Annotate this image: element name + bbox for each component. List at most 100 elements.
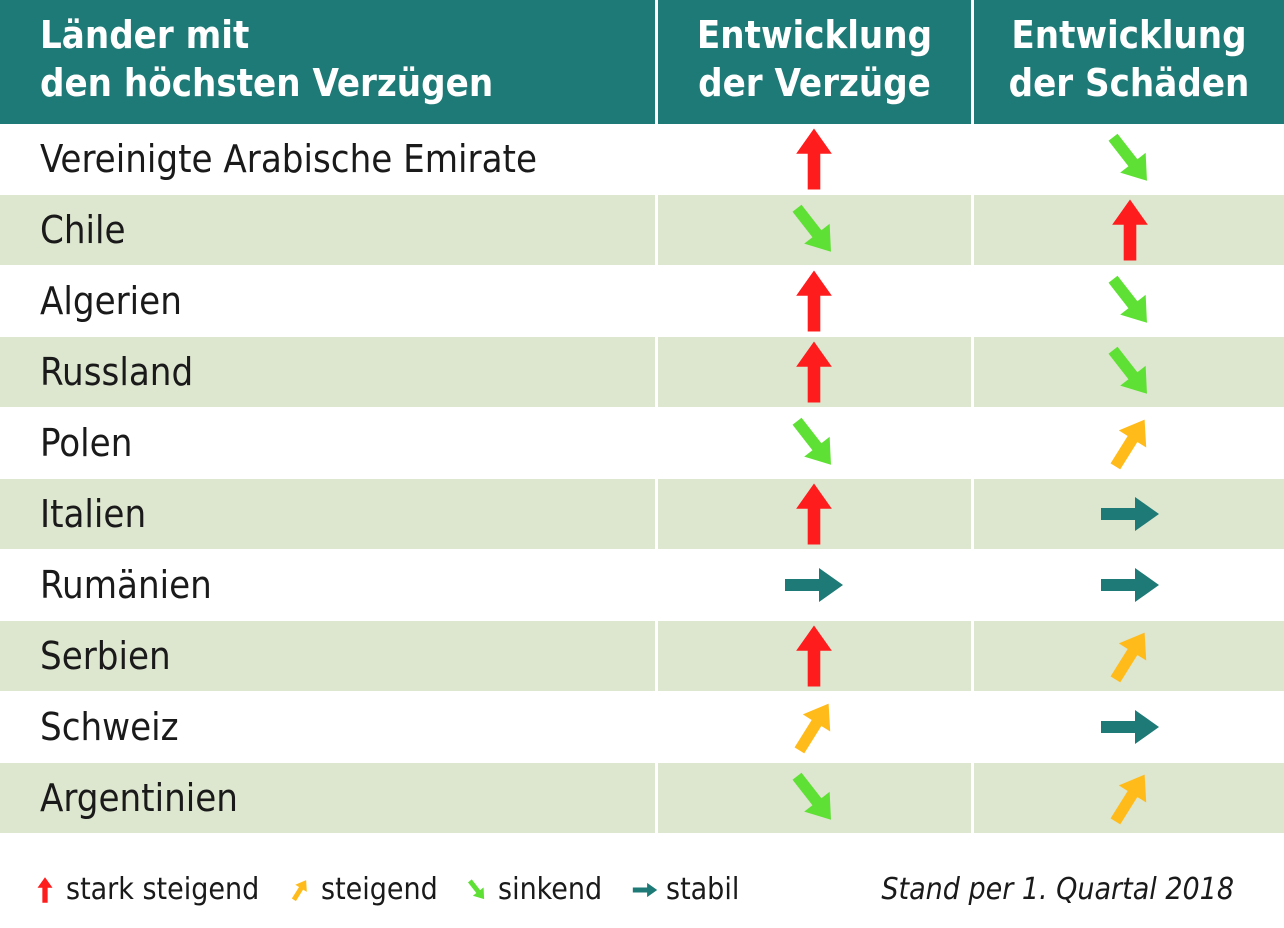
table-row: Chile [0, 195, 1284, 265]
arrow-up-icon [1112, 199, 1148, 261]
arrow-up-right-icon [1110, 774, 1147, 825]
arrow-up-icon [796, 625, 832, 687]
verzuege-cell [658, 479, 971, 549]
arrow-shape [632, 882, 658, 898]
arrow-shape [1110, 774, 1147, 825]
arrow-up-right-icon [1110, 632, 1147, 683]
arrow-right-icon [785, 568, 843, 602]
arrow-shape [1101, 710, 1159, 744]
arrow-shape [1101, 497, 1159, 531]
header-schaeden-line2: der Schäden [1008, 61, 1250, 105]
table-row: Rumänien [0, 550, 1284, 620]
table-row: Vereinigte Arabische Emirate [0, 124, 1284, 194]
legend: stark steigend steigend sinkend stabil Stan… [0, 868, 1284, 912]
arrow-shape [1108, 133, 1147, 181]
header-countries-line1: Länder mit [40, 13, 250, 57]
arrow-down-right-icon [792, 772, 831, 820]
country-cell: Rumänien [0, 550, 655, 620]
arrow-shape [1108, 346, 1147, 394]
schaeden-cell [974, 337, 1284, 407]
arrow-right-icon [1101, 568, 1159, 602]
arrow-right-icon [632, 882, 658, 898]
country-name: Chile [40, 208, 126, 252]
verzuege-cell [658, 621, 971, 691]
verzuege-cell [658, 266, 971, 336]
country-name: Algerien [40, 279, 182, 323]
arrow-down-right-icon [1108, 275, 1147, 323]
arrow-shape [291, 880, 307, 902]
legend-label: sinkend [498, 872, 603, 907]
country-cell: Chile [0, 195, 655, 265]
country-cell: Vereinigte Arabische Emirate [0, 124, 655, 194]
country-name: Rumänien [40, 563, 212, 607]
arrow-down-right-icon [1108, 346, 1147, 394]
table-row: Russland [0, 337, 1284, 407]
country-cell: Polen [0, 408, 655, 478]
table-row: Argentinien [0, 763, 1284, 833]
arrow-up-right-icon [291, 880, 307, 902]
legend-label: steigend [321, 872, 438, 907]
arrow-shape [796, 270, 832, 332]
arrow-down-right-icon [792, 204, 831, 252]
arrow-shape [1110, 419, 1147, 470]
arrow-up-icon [796, 270, 832, 332]
arrow-shape [792, 204, 831, 252]
arrow-down-right-icon [1108, 133, 1147, 181]
arrow-shape [796, 483, 832, 545]
verzuege-cell [658, 692, 971, 762]
header-countries: Länder mit den höchsten Verzügen [0, 0, 655, 124]
table-row: Algerien [0, 266, 1284, 336]
schaeden-cell [974, 692, 1284, 762]
header-countries-line2: den höchsten Verzügen [40, 61, 494, 105]
country-name: Russland [40, 350, 194, 394]
schaeden-cell [974, 763, 1284, 833]
legend-label: stark steigend [66, 872, 260, 907]
arrow-shape [1108, 275, 1147, 323]
country-name: Argentinien [40, 776, 238, 820]
verzuege-cell [658, 550, 971, 620]
country-name: Italien [40, 492, 147, 536]
header-verzuege: Entwicklung der Verzüge [658, 0, 971, 124]
schaeden-cell [974, 266, 1284, 336]
schaeden-cell [974, 479, 1284, 549]
arrow-shape [796, 128, 832, 190]
schaeden-cell [974, 550, 1284, 620]
arrow-shape [792, 417, 831, 465]
country-cell: Italien [0, 479, 655, 549]
country-name: Vereinigte Arabische Emirate [40, 137, 537, 181]
arrow-shape [1112, 199, 1148, 261]
header-schaeden-line1: Entwicklung [1011, 13, 1247, 57]
header-verzuege-line1: Entwicklung [696, 13, 933, 57]
country-name: Polen [40, 421, 133, 465]
arrow-up-icon [796, 128, 832, 190]
arrow-right-icon [1101, 497, 1159, 531]
schaeden-cell [974, 408, 1284, 478]
country-cell: Schweiz [0, 692, 655, 762]
arrow-shape [467, 879, 485, 900]
header-verzuege-line2: der Verzüge [698, 61, 931, 105]
country-name: Schweiz [40, 705, 179, 749]
header-schaeden: Entwicklung der Schäden [974, 0, 1284, 124]
country-cell: Serbien [0, 621, 655, 691]
arrow-right-icon [1101, 710, 1159, 744]
table-row: Polen [0, 408, 1284, 478]
country-cell: Russland [0, 337, 655, 407]
verzuege-cell [658, 337, 971, 407]
arrow-shape [794, 703, 831, 754]
arrow-up-icon [37, 877, 53, 903]
schaeden-cell [974, 124, 1284, 194]
footnote-stand: Stand per 1. Quartal 2018 [881, 872, 1234, 907]
table-row: Italien [0, 479, 1284, 549]
schaeden-cell [974, 195, 1284, 265]
verzuege-cell [658, 124, 971, 194]
legend-label: stabil [666, 872, 740, 907]
country-cell: Algerien [0, 266, 655, 336]
arrow-down-right-icon [467, 879, 485, 900]
arrow-up-icon [796, 341, 832, 403]
arrow-shape [796, 341, 832, 403]
arrow-shape [785, 568, 843, 602]
country-name: Serbien [40, 634, 171, 678]
arrow-shape [1110, 632, 1147, 683]
arrow-up-right-icon [794, 703, 831, 754]
arrow-shape [792, 772, 831, 820]
